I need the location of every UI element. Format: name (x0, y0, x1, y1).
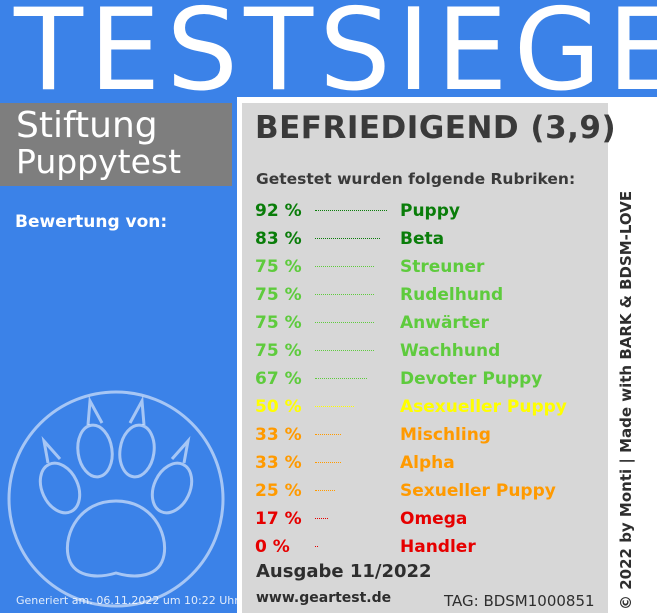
category-row: 75 % Rudelhund (0, 284, 657, 312)
category-score-line (315, 238, 380, 239)
category-name: Puppy (400, 201, 460, 221)
category-name: Beta (400, 229, 445, 249)
categories-intro: Getestet wurden folgende Rubriken: (256, 170, 576, 188)
category-percent: 33 % (255, 425, 302, 445)
result-panel (242, 103, 608, 613)
rated-by-label: Bewertung von: (15, 212, 168, 232)
category-score-line (315, 434, 341, 435)
category-row: 75 % Anwärter (0, 312, 657, 340)
category-row: 83 % Beta (0, 228, 657, 256)
category-score-line (315, 518, 328, 519)
category-row: 25 % Sexueller Puppy (0, 480, 657, 508)
category-percent: 17 % (255, 509, 302, 529)
category-row: 75 % Wachhund (0, 340, 657, 368)
category-name: Handler (400, 537, 476, 557)
category-row: 33 % Alpha (0, 452, 657, 480)
category-percent: 67 % (255, 369, 302, 389)
category-score-line (315, 406, 354, 407)
category-row: 17 % Omega (0, 508, 657, 536)
category-score-line (315, 266, 374, 267)
category-percent: 83 % (255, 229, 302, 249)
category-percent: 33 % (255, 453, 302, 473)
category-percent: 50 % (255, 397, 302, 417)
category-name: Anwärter (400, 313, 489, 333)
category-name: Sexueller Puppy (400, 481, 556, 501)
generated-timestamp: Generiert am: 06.11.2022 um 10:22 Uhr (16, 594, 239, 607)
category-score-line (315, 210, 387, 211)
paw-print-icon (7, 390, 225, 608)
banner-title: TESTSIEGER (14, 0, 657, 97)
category-name: Streuner (400, 257, 485, 277)
category-percent: 92 % (255, 201, 302, 221)
category-row: 0 % Handler (0, 536, 657, 564)
category-name: Asexueller Puppy (400, 397, 567, 417)
brand-line-1: Stiftung (16, 105, 158, 146)
category-row: 33 % Mischling (0, 424, 657, 452)
category-percent: 0 % (255, 537, 290, 557)
category-row: 67 % Devoter Puppy (0, 368, 657, 396)
category-percent: 75 % (255, 341, 302, 361)
brand-box: Stiftung Puppytest (0, 103, 232, 186)
category-name: Rudelhund (400, 285, 504, 305)
issue-label: Ausgabe 11/2022 (256, 561, 432, 582)
category-percent: 75 % (255, 285, 302, 305)
category-name: Omega (400, 509, 468, 529)
category-row: 92 % Puppy (0, 200, 657, 228)
category-score-line (315, 546, 318, 547)
category-percent: 75 % (255, 313, 302, 333)
category-score-line (315, 378, 367, 379)
category-row: 50 % Asexueller Puppy (0, 396, 657, 424)
brand-line-2: Puppytest (16, 142, 182, 181)
category-score-line (315, 294, 374, 295)
category-row: 75 % Streuner (0, 256, 657, 284)
category-score-line (315, 322, 374, 323)
category-percent: 75 % (255, 257, 302, 277)
category-name: Devoter Puppy (400, 369, 543, 389)
category-percent: 25 % (255, 481, 302, 501)
category-score-line (315, 462, 341, 463)
category-score-line (315, 490, 335, 491)
rating-title: BEFRIEDIGEND (3,9) (255, 110, 617, 146)
category-name: Mischling (400, 425, 491, 445)
category-name: Alpha (400, 453, 455, 473)
category-score-line (315, 350, 374, 351)
category-name: Wachhund (400, 341, 501, 361)
testsieger-banner: TESTSIEGER (0, 0, 657, 97)
tag-id: TAG: BDSM1000851 (444, 592, 595, 610)
copyright-note: © 2022 by Monti | Made with BARK & BDSM-… (617, 190, 635, 610)
website-url: www.geartest.de (256, 590, 392, 606)
